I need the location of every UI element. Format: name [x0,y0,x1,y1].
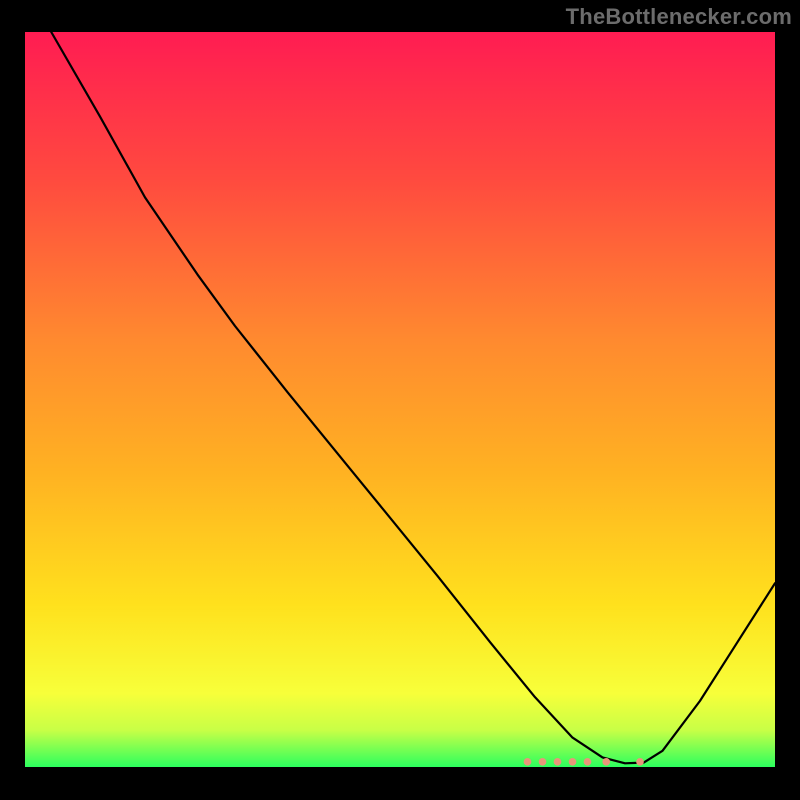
marker-point [569,758,577,766]
chart-svg [0,0,800,800]
stage: TheBottlenecker.com [0,0,800,800]
marker-point [539,758,547,766]
marker-point [584,758,592,766]
marker-point [636,758,644,766]
marker-point [524,758,532,766]
plot-background [25,32,775,767]
watermark-text: TheBottlenecker.com [566,4,792,30]
marker-point [602,758,610,766]
marker-point [554,758,562,766]
